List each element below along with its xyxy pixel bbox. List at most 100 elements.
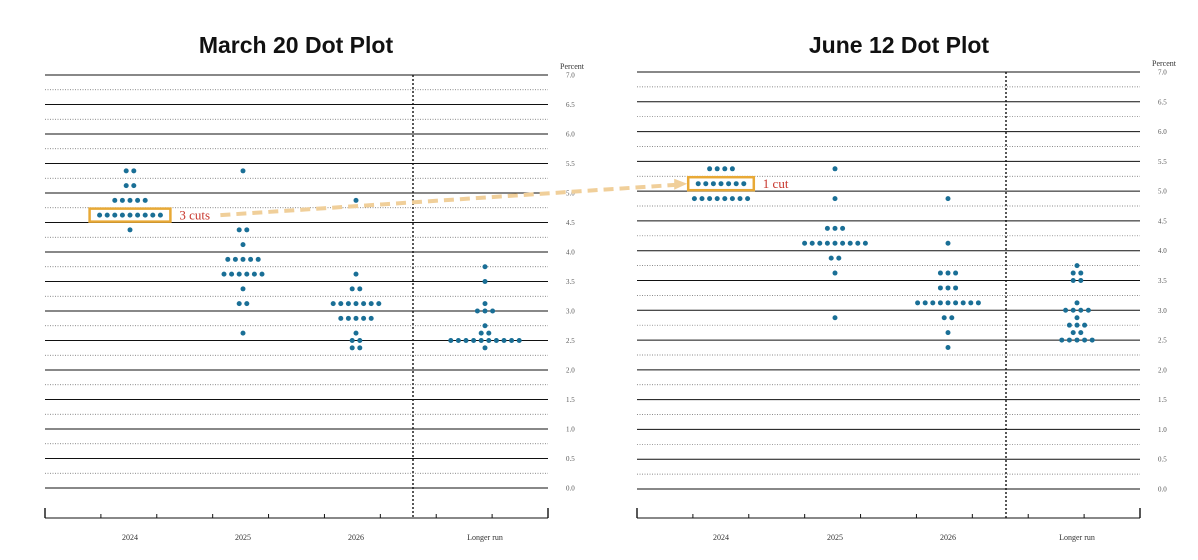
rate-dot: [157, 212, 163, 218]
percent-unit-label: Percent: [1152, 59, 1177, 68]
rate-dot: [478, 330, 484, 336]
rate-dot: [714, 196, 720, 202]
june-chart-title: June 12 Dot Plot: [809, 32, 990, 58]
rate-dot: [1074, 322, 1080, 328]
rate-dot: [953, 270, 959, 276]
rate-dot: [945, 240, 951, 246]
rate-dot: [244, 301, 250, 307]
rate-dot: [1070, 270, 1076, 276]
rate-dot: [1078, 307, 1084, 313]
rate-dot: [1078, 330, 1084, 336]
rate-dot: [1070, 330, 1076, 336]
rate-dot: [493, 338, 499, 343]
rate-dot: [251, 271, 257, 277]
rate-dot: [127, 197, 133, 203]
y-tick-label: 4.0: [566, 249, 575, 257]
rate-dot: [1063, 307, 1069, 313]
rate-dot: [937, 270, 943, 276]
rate-dot: [142, 197, 148, 203]
rate-dot: [127, 227, 133, 233]
rate-dot: [726, 181, 732, 187]
rate-dot: [855, 240, 861, 246]
rate-dot: [707, 196, 713, 202]
rate-dot: [349, 338, 355, 343]
y-tick-label: 3.5: [1158, 277, 1167, 285]
rate-dot: [361, 301, 367, 307]
rate-dot: [824, 225, 830, 231]
rate-dot: [509, 338, 515, 343]
rate-dot: [703, 181, 709, 187]
x-category-label: 2025: [827, 533, 843, 542]
x-category-label: 2024: [713, 533, 729, 542]
rate-dot: [338, 315, 344, 321]
rate-dot: [482, 323, 488, 329]
rate-dot: [357, 338, 363, 343]
rate-dot: [915, 300, 921, 306]
y-tick-label: 6.0: [566, 131, 575, 139]
rate-dot: [368, 315, 374, 321]
rate-dot: [828, 255, 834, 261]
rate-dot: [960, 300, 966, 306]
rate-dot: [376, 301, 382, 307]
june-dot-plot: 0.0 0.5 1.0 1.5 2.0 2.5 3.0 3.5 4.0 4.5 5.0 5.5 6.0 6…: [636, 59, 1177, 542]
rate-dot: [809, 240, 815, 246]
march-median-highlight-box: [88, 207, 172, 223]
y-tick-label: 5.0: [1158, 188, 1167, 196]
rate-dot: [945, 300, 951, 306]
rate-dot: [1070, 278, 1076, 283]
rate-dot: [745, 196, 751, 202]
rate-dot: [922, 300, 928, 306]
rate-dot: [1085, 307, 1091, 313]
rate-dot: [953, 285, 959, 291]
march-dot-plot: 0.0 0.5 1.0 1.5 2.0 2.5 3.0 3.5 4.0 4.5 5.0 5.5 6.0 6…: [44, 62, 585, 542]
rate-dot: [832, 225, 838, 231]
rate-dot: [945, 196, 951, 202]
y-tick-label: 7.0: [566, 72, 575, 80]
rate-dot: [345, 301, 351, 307]
rate-dot: [722, 196, 728, 202]
rate-dot: [1066, 322, 1072, 328]
rate-dot: [338, 301, 344, 307]
rate-dot: [240, 242, 246, 248]
y-tick-label: 6.5: [1158, 98, 1167, 106]
rate-dot: [478, 338, 484, 343]
rate-dot: [361, 315, 367, 321]
rate-dot: [482, 308, 488, 314]
rate-dot: [729, 166, 735, 172]
rate-dot: [482, 345, 488, 351]
rate-dot: [486, 338, 492, 343]
rate-dot: [474, 308, 480, 314]
rate-dot: [368, 301, 374, 307]
y-tick-label: 1.5: [1158, 396, 1167, 404]
rate-dot: [941, 315, 947, 321]
y-tick-label: 4.5: [1158, 217, 1167, 225]
rate-dot: [968, 300, 974, 306]
rate-dot: [236, 271, 242, 277]
june-median-highlight-box: [686, 175, 756, 192]
rate-dot: [229, 271, 235, 277]
rate-dot: [862, 240, 868, 246]
rate-dot: [255, 256, 261, 262]
y-tick-label: 4.5: [566, 219, 575, 227]
rate-dot: [832, 196, 838, 202]
rate-dot: [1059, 337, 1065, 343]
rate-dot: [232, 256, 238, 262]
y-tick-label: 5.0: [566, 190, 575, 198]
rate-dot: [353, 315, 359, 321]
rate-dot: [691, 196, 697, 202]
rate-dot: [1074, 315, 1080, 321]
cuts-annotation: 3 cuts: [179, 208, 210, 223]
y-tick-label: 3.5: [566, 278, 575, 286]
rate-dot: [482, 301, 488, 307]
y-tick-label: 5.5: [1158, 158, 1167, 166]
rate-dot: [1070, 307, 1076, 313]
y-tick-label: 1.5: [566, 396, 575, 404]
percent-unit-label: Percent: [560, 62, 585, 71]
rate-dot: [104, 212, 110, 218]
rate-dot: [353, 301, 359, 307]
y-tick-label: 2.5: [566, 337, 575, 345]
y-tick-label: 0.0: [1158, 486, 1167, 494]
rate-dot: [695, 181, 701, 187]
rate-dot: [945, 330, 951, 336]
